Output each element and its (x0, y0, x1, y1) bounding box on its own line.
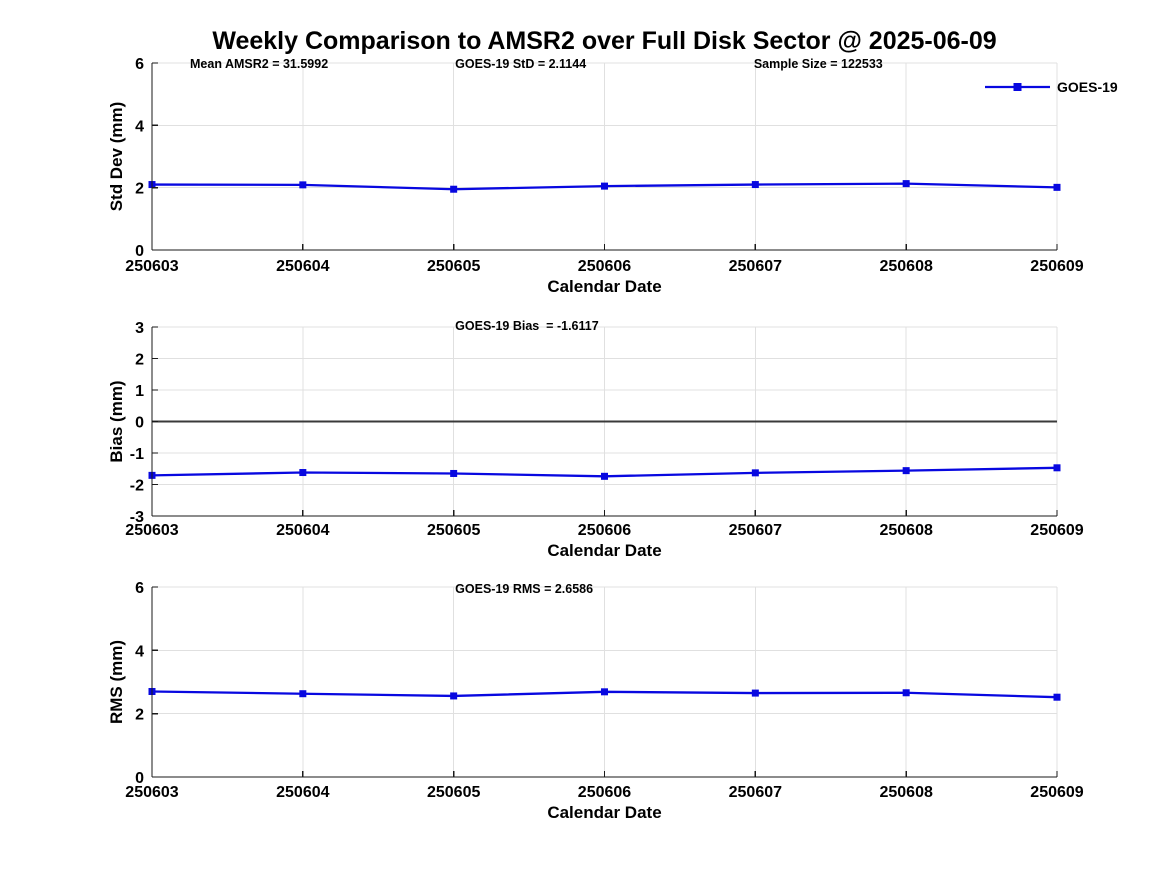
x-tick-label: 250603 (125, 784, 178, 801)
y-tick-label: 2 (135, 181, 144, 198)
x-tick-label: 250608 (879, 258, 932, 275)
data-point-marker (450, 185, 458, 193)
x-tick-label: 250608 (879, 784, 932, 801)
y-tick-label: 6 (135, 580, 144, 597)
data-point-marker (601, 688, 608, 696)
x-tick-label: 250606 (578, 258, 631, 275)
data-point-marker (299, 181, 307, 189)
y-tick-label: 2 (135, 352, 144, 369)
y-tick-label: -1 (130, 446, 144, 463)
y-tick-label: -3 (130, 509, 144, 526)
data-point-marker (1053, 464, 1061, 472)
y-tick-label: 1 (135, 383, 144, 400)
x-tick-label: 250603 (125, 258, 178, 275)
data-point-marker (902, 689, 910, 697)
x-axis-label: Calendar Date (547, 277, 661, 296)
data-point-marker (299, 469, 307, 477)
legend-marker-sample (1013, 83, 1022, 91)
data-point-marker (601, 472, 608, 480)
data-point-marker (902, 180, 910, 188)
data-point-marker (751, 689, 759, 697)
data-point-marker (450, 469, 458, 477)
data-point-marker (902, 467, 910, 475)
x-tick-label: 250606 (578, 784, 631, 801)
data-point-marker (1053, 693, 1061, 701)
x-tick-label: 250607 (729, 258, 782, 275)
x-tick-label: 250605 (427, 258, 480, 275)
x-tick-label: 250609 (1030, 258, 1083, 275)
y-tick-label: 2 (135, 707, 144, 724)
legend-label: GOES-19 (1057, 79, 1118, 95)
y-tick-label: 0 (135, 243, 144, 260)
data-point-marker (299, 690, 307, 698)
data-point-marker (601, 182, 608, 190)
x-tick-label: 250609 (1030, 784, 1083, 801)
y-tick-label: 3 (135, 320, 144, 337)
x-tick-label: 250604 (276, 784, 329, 801)
x-axis-label: Calendar Date (547, 803, 661, 822)
x-tick-label: 250603 (125, 522, 178, 539)
data-point-marker (751, 181, 759, 189)
data-point-marker (751, 469, 759, 477)
x-tick-label: 250605 (427, 784, 480, 801)
x-tick-label: 250604 (276, 522, 329, 539)
x-axis-label: Calendar Date (547, 541, 661, 560)
data-point-marker (1053, 183, 1061, 191)
stat-annotation: GOES-19 RMS = 2.6586 (455, 582, 593, 596)
y-tick-label: 6 (135, 56, 144, 73)
y-tick-label: 4 (135, 643, 144, 660)
subplot-stddev: 250603 250604 250605 250606 250607 250608 2506… (107, 56, 1118, 296)
stat-annotation: GOES-19 Bias = -1.6117 (455, 319, 599, 333)
y-tick-label: 4 (135, 118, 144, 135)
stat-annotation: Mean AMSR2 = 31.5992 (190, 57, 328, 71)
figure-title: Weekly Comparison to AMSR2 over Full Dis… (212, 27, 997, 55)
x-tick-label: 250607 (729, 784, 782, 801)
x-tick-label: 250608 (879, 522, 932, 539)
y-axis-label: RMS (mm) (107, 640, 126, 724)
y-axis-label: Bias (mm) (107, 380, 126, 462)
x-tick-label: 250606 (578, 522, 631, 539)
y-tick-label: 0 (135, 415, 144, 432)
x-tick-label: 250607 (729, 522, 782, 539)
y-axis-label: Std Dev (mm) (107, 102, 126, 212)
data-point-marker (450, 692, 458, 700)
x-tick-label: 250609 (1030, 522, 1083, 539)
subplot-bias: 250603 250604 250605 250606 250607 250608 2506… (107, 319, 1084, 560)
stat-annotation: GOES-19 StD = 2.1144 (455, 57, 586, 71)
x-tick-label: 250605 (427, 522, 480, 539)
x-tick-label: 250604 (276, 258, 329, 275)
y-tick-label: 0 (135, 770, 144, 787)
stat-annotation: Sample Size = 122533 (754, 57, 883, 71)
subplot-rms: 250603 250604 250605 250606 250607 250608 2506… (107, 580, 1084, 822)
y-tick-label: -2 (130, 478, 144, 495)
